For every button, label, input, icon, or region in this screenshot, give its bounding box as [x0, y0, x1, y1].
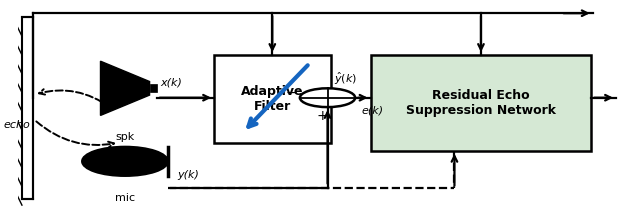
Text: x(k): x(k)	[160, 77, 182, 87]
Bar	[22, 17, 33, 199]
Bar	[214, 55, 331, 143]
Text: mic: mic	[115, 193, 135, 203]
Text: $\hat{y}(k)$: $\hat{y}(k)$	[334, 71, 357, 87]
Bar	[370, 55, 592, 151]
Text: echo: echo	[3, 120, 30, 130]
Bar	[150, 84, 157, 92]
Text: −: −	[285, 85, 297, 100]
Text: +: +	[317, 109, 329, 123]
Polygon shape	[100, 61, 150, 116]
Text: spk: spk	[116, 132, 135, 142]
Text: e(k): e(k)	[362, 105, 384, 115]
Circle shape	[82, 147, 168, 176]
Circle shape	[300, 88, 355, 107]
Text: Residual Echo
Suppression Network: Residual Echo Suppression Network	[406, 89, 556, 117]
Text: y(k): y(k)	[177, 170, 199, 180]
Text: Adaptive
Filter: Adaptive Filter	[241, 85, 303, 113]
